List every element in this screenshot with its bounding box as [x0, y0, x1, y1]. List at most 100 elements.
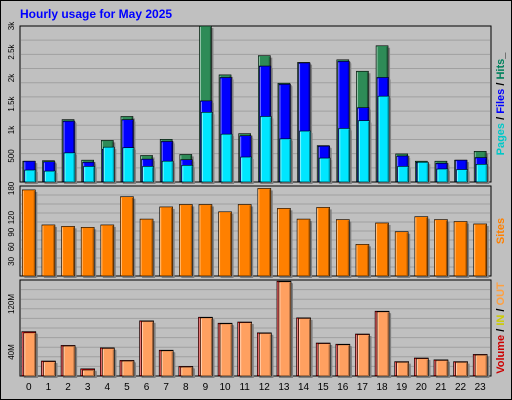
bar-pages-hour-21	[436, 168, 449, 183]
axis-title-part: /	[495, 80, 507, 89]
bar-out-hour-0	[23, 332, 37, 377]
bar-out-hour-18	[376, 311, 390, 377]
y-tick-label: 40M	[7, 344, 16, 360]
bar-out-hour-7	[160, 350, 174, 377]
bar-pages-hour-20	[417, 161, 429, 183]
bar-pages-hour-12	[260, 116, 272, 183]
x-tick-label-hour-10: 10	[220, 382, 232, 393]
bar-sites-hour-2	[61, 226, 75, 277]
bar-out-hour-16	[337, 344, 351, 377]
bar-sites-hour-12	[257, 188, 272, 277]
bar-pages-hour-14	[299, 130, 311, 183]
x-tick-label-hour-23: 23	[475, 382, 487, 393]
bar-pages-hour-17	[358, 120, 370, 183]
axis-title-volume: Volume / IN / OUT	[495, 282, 507, 374]
y-tick-label: 1.5k	[7, 95, 16, 111]
bar-pages-hour-11	[240, 156, 252, 183]
bar-out-hour-19	[396, 361, 409, 377]
y-tick-label: 60	[7, 242, 16, 251]
bar-out-hour-12	[259, 333, 272, 377]
x-tick-label-hour-8: 8	[183, 382, 189, 393]
bar-sites-hour-8	[179, 204, 193, 277]
axis-title-part: /	[495, 305, 507, 314]
axis-title-sites: Sites	[495, 218, 507, 244]
bar-pages-hour-4	[103, 146, 115, 183]
bar-out-hour-5	[121, 360, 135, 377]
y-tick-label: 1k	[7, 125, 16, 134]
bar-sites-hour-23	[473, 223, 487, 277]
x-tick-label-hour-14: 14	[298, 382, 310, 393]
bar-pages-hour-0	[24, 169, 37, 183]
bar-pages-hour-19	[397, 166, 409, 183]
bar-sites-hour-0	[22, 189, 36, 277]
x-tick-label-hour-19: 19	[396, 382, 408, 393]
axis-title-part: /	[495, 326, 507, 335]
x-tick-label-hour-18: 18	[377, 382, 389, 393]
x-tick-label-hour-7: 7	[163, 382, 169, 393]
bar-pages-hour-8	[181, 165, 194, 183]
bar-pages-hour-15	[318, 157, 331, 183]
x-tick-label-hour-16: 16	[337, 382, 349, 393]
y-tick-label: 120M	[7, 294, 16, 314]
panel-pages-files-hits	[19, 25, 492, 183]
bar-sites-hour-1	[41, 224, 56, 277]
x-tick-label-hour-12: 12	[259, 382, 271, 393]
axis-title-part: /	[495, 114, 507, 123]
bar-sites-hour-22	[453, 221, 468, 277]
bar-out-hour-2	[62, 345, 76, 377]
bar-sites-hour-3	[80, 227, 95, 277]
bar-out-hour-3	[82, 369, 95, 377]
bar-out-hour-20	[416, 358, 429, 377]
bar-sites-hour-9	[198, 204, 213, 277]
chart-title: Hourly usage for May 2025	[20, 7, 172, 21]
bar-pages-hour-18	[377, 95, 390, 183]
x-tick-label-hour-5: 5	[124, 382, 130, 393]
bar-pages-hour-13	[279, 138, 292, 183]
axis-title-part: Pages	[495, 123, 507, 155]
bar-sites-hour-19	[394, 231, 409, 277]
y-tick-label: 2k	[7, 73, 16, 82]
bar-out-hour-21	[435, 360, 449, 377]
x-tick-label-hour-9: 9	[203, 382, 209, 393]
x-tick-label-hour-11: 11	[239, 382, 250, 393]
y-tick-label: 30	[7, 256, 16, 265]
bar-pages-hour-7	[161, 160, 174, 183]
bar-sites-hour-13	[277, 208, 291, 277]
bar-sites-hour-11	[237, 204, 252, 277]
bar-sites-hour-6	[139, 218, 154, 277]
bar-out-hour-4	[102, 348, 115, 377]
x-tick-label-hour-2: 2	[65, 382, 71, 393]
x-tick-label-hour-17: 17	[357, 382, 369, 393]
y-tick-label: 500	[7, 149, 16, 163]
axis-title-part: IN	[495, 315, 507, 326]
bar-sites-hour-18	[375, 222, 389, 277]
bar-sites-hour-5	[120, 196, 134, 277]
x-tick-label-hour-1: 1	[46, 382, 52, 393]
bar-out-hour-1	[43, 361, 56, 377]
bar-pages-hour-3	[83, 166, 95, 183]
bar-sites-hour-15	[316, 207, 330, 277]
bar-sites-hour-7	[159, 206, 173, 277]
bar-sites-hour-10	[218, 211, 232, 277]
bar-out-hour-10	[219, 323, 233, 377]
bar-pages-hour-2	[63, 152, 76, 183]
x-tick-label-hour-15: 15	[318, 382, 330, 393]
axis-title-pages-files-hits: Pages / Files / Hits_	[495, 52, 507, 156]
bar-out-hour-23	[474, 354, 488, 377]
bar-out-hour-9	[200, 317, 213, 377]
bar-pages-hour-23	[475, 164, 488, 183]
bar-out-hour-11	[239, 322, 252, 377]
bar-pages-hour-16	[338, 128, 351, 183]
bar-sites-hour-14	[296, 218, 311, 277]
bar-out-hour-15	[317, 343, 331, 377]
bar-pages-hour-22	[456, 169, 468, 183]
bar-out-hour-22	[455, 361, 468, 377]
bar-out-hour-17	[357, 334, 370, 377]
bar-pages-hour-6	[142, 166, 154, 183]
axis-title-part: Volume	[495, 335, 507, 374]
bar-pages-hour-9	[201, 112, 213, 183]
bar-out-hour-13	[278, 281, 292, 377]
y-tick-label: 120	[7, 210, 16, 224]
bar-out-hour-6	[141, 321, 154, 377]
